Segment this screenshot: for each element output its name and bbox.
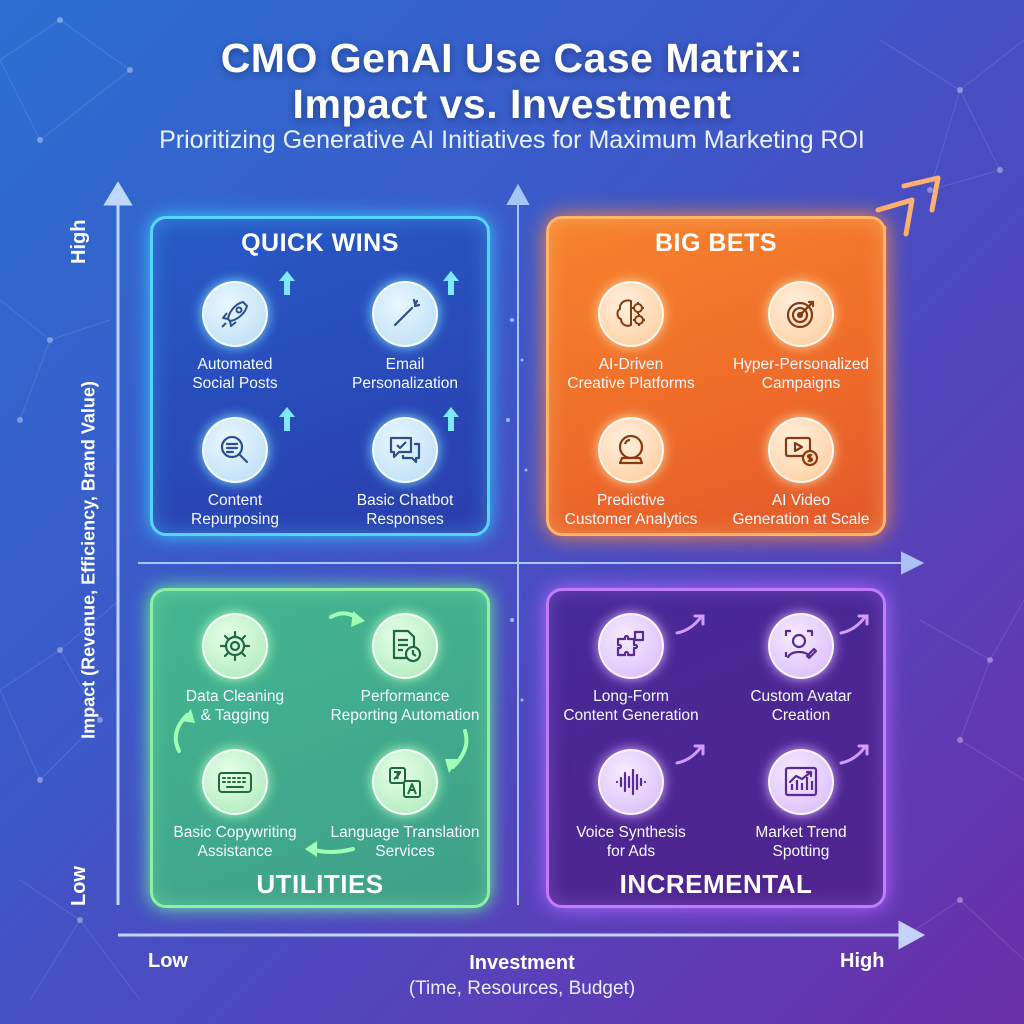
use-case-item: Basic Copywriting Assistance: [150, 749, 320, 861]
up-arrow-icon: [279, 407, 295, 431]
y-axis-title: Impact (Revenue, Efficiency, Brand Value…: [78, 381, 99, 739]
x-axis-title: Investment: [469, 952, 575, 974]
avatar-icon: [768, 613, 834, 679]
gear-icon: [202, 613, 268, 679]
use-case-item: Predictive Customer Analytics: [546, 417, 716, 529]
chat-bubbles-icon: [372, 417, 438, 483]
page-title: CMO GenAI Use Case Matrix:: [220, 35, 804, 81]
item-label: Market Trend Spotting: [755, 824, 847, 860]
sound-wave-icon: [598, 749, 664, 815]
magnifier-document-icon: [202, 417, 268, 483]
up-arrow-icon: [279, 271, 295, 295]
item-label: Automated Social Posts: [192, 356, 278, 392]
item-label: Email Personalization: [352, 356, 458, 392]
quadrant-title: QUICK WINS: [241, 229, 399, 257]
video-dollar-icon: [768, 417, 834, 483]
brain-gears-icon: [598, 281, 664, 347]
use-case-item: Voice Synthesis for Ads: [546, 749, 716, 861]
magic-wand-icon: [372, 281, 438, 347]
quadrant-utilities: UTILITIES Data Cleaning & Tagging Perfor…: [150, 588, 490, 908]
up-arrow-icon: [443, 271, 459, 295]
x-axis-high-label: High: [840, 950, 885, 972]
x-axis: [118, 920, 926, 950]
item-label: Language Translation Services: [330, 824, 480, 860]
item-label: Performance Reporting Automation: [330, 688, 480, 724]
item-label: Voice Synthesis for Ads: [576, 824, 686, 860]
y-axis: [103, 181, 133, 905]
item-label: Data Cleaning & Tagging: [185, 688, 285, 724]
report-clock-icon: [372, 613, 438, 679]
quadrant-title: UTILITIES: [256, 869, 384, 899]
item-label: Custom Avatar Creation: [750, 688, 852, 724]
item-label: AI Video Generation at Scale: [732, 492, 870, 528]
item-label: Hyper-Personalized Campaigns: [732, 356, 870, 392]
use-case-item: Content Repurposing: [150, 417, 320, 529]
use-case-item: Long-Form Content Generation: [546, 613, 716, 725]
up-arrow-icon: [443, 407, 459, 431]
item-label: Long-Form Content Generation: [563, 688, 699, 724]
item-label: Basic Copywriting Assistance: [173, 824, 297, 860]
use-case-item: Email Personalization: [320, 281, 490, 393]
quadrant-big-bets: BIG BETS AI-Driven Creative Platforms Hy…: [546, 216, 886, 536]
translate-icon: [372, 749, 438, 815]
puzzle-icon: [598, 613, 664, 679]
use-case-item: Data Cleaning & Tagging: [150, 613, 320, 725]
crystal-ball-icon: [598, 417, 664, 483]
use-case-item: Basic Chatbot Responses: [320, 417, 490, 529]
use-case-item: AI Video Generation at Scale: [716, 417, 886, 529]
use-case-item: Market Trend Spotting: [716, 749, 886, 861]
quadrant-title: BIG BETS: [654, 229, 778, 257]
rocket-icon: [202, 281, 268, 347]
diagonal-arrow-icon: [675, 614, 705, 635]
item-label: Predictive Customer Analytics: [564, 492, 698, 528]
quadrant-incremental: INCREMENTAL Long-Form Content Generation…: [546, 588, 886, 908]
quadrant-quick-wins: QUICK WINS Automated Social Posts Email …: [150, 216, 490, 536]
y-axis-high-label: High: [68, 219, 90, 264]
target-icon: [768, 281, 834, 347]
item-label: AI-Driven Creative Platforms: [567, 356, 695, 392]
page-subtitle: Prioritizing Generative AI Initiatives f…: [159, 126, 865, 154]
item-label: Content Repurposing: [191, 492, 279, 528]
y-axis-low-label: Low: [68, 866, 90, 906]
item-label: Basic Chatbot Responses: [356, 492, 454, 528]
keyboard-icon: [202, 749, 268, 815]
use-case-item: Custom Avatar Creation: [716, 613, 886, 725]
page-title-line2: Impact vs. Investment: [292, 81, 732, 127]
use-case-item: Language Translation Services: [320, 749, 490, 861]
use-case-item: Hyper-Personalized Campaigns: [716, 281, 886, 393]
quadrant-title: INCREMENTAL: [619, 869, 813, 899]
center-divider: [138, 183, 925, 905]
use-case-item: Automated Social Posts: [150, 281, 320, 393]
cycle-arrows-icon: [173, 611, 469, 857]
diagonal-arrow-icon: [839, 744, 869, 765]
diagonal-arrow-icon: [675, 744, 705, 765]
diagonal-arrow-icon: [839, 614, 869, 635]
x-axis-low-label: Low: [148, 950, 188, 972]
use-case-item: Performance Reporting Automation: [320, 613, 490, 725]
x-axis-subtitle: (Time, Resources, Budget): [408, 978, 636, 999]
use-case-item: AI-Driven Creative Platforms: [546, 281, 716, 393]
trend-chart-icon: [768, 749, 834, 815]
